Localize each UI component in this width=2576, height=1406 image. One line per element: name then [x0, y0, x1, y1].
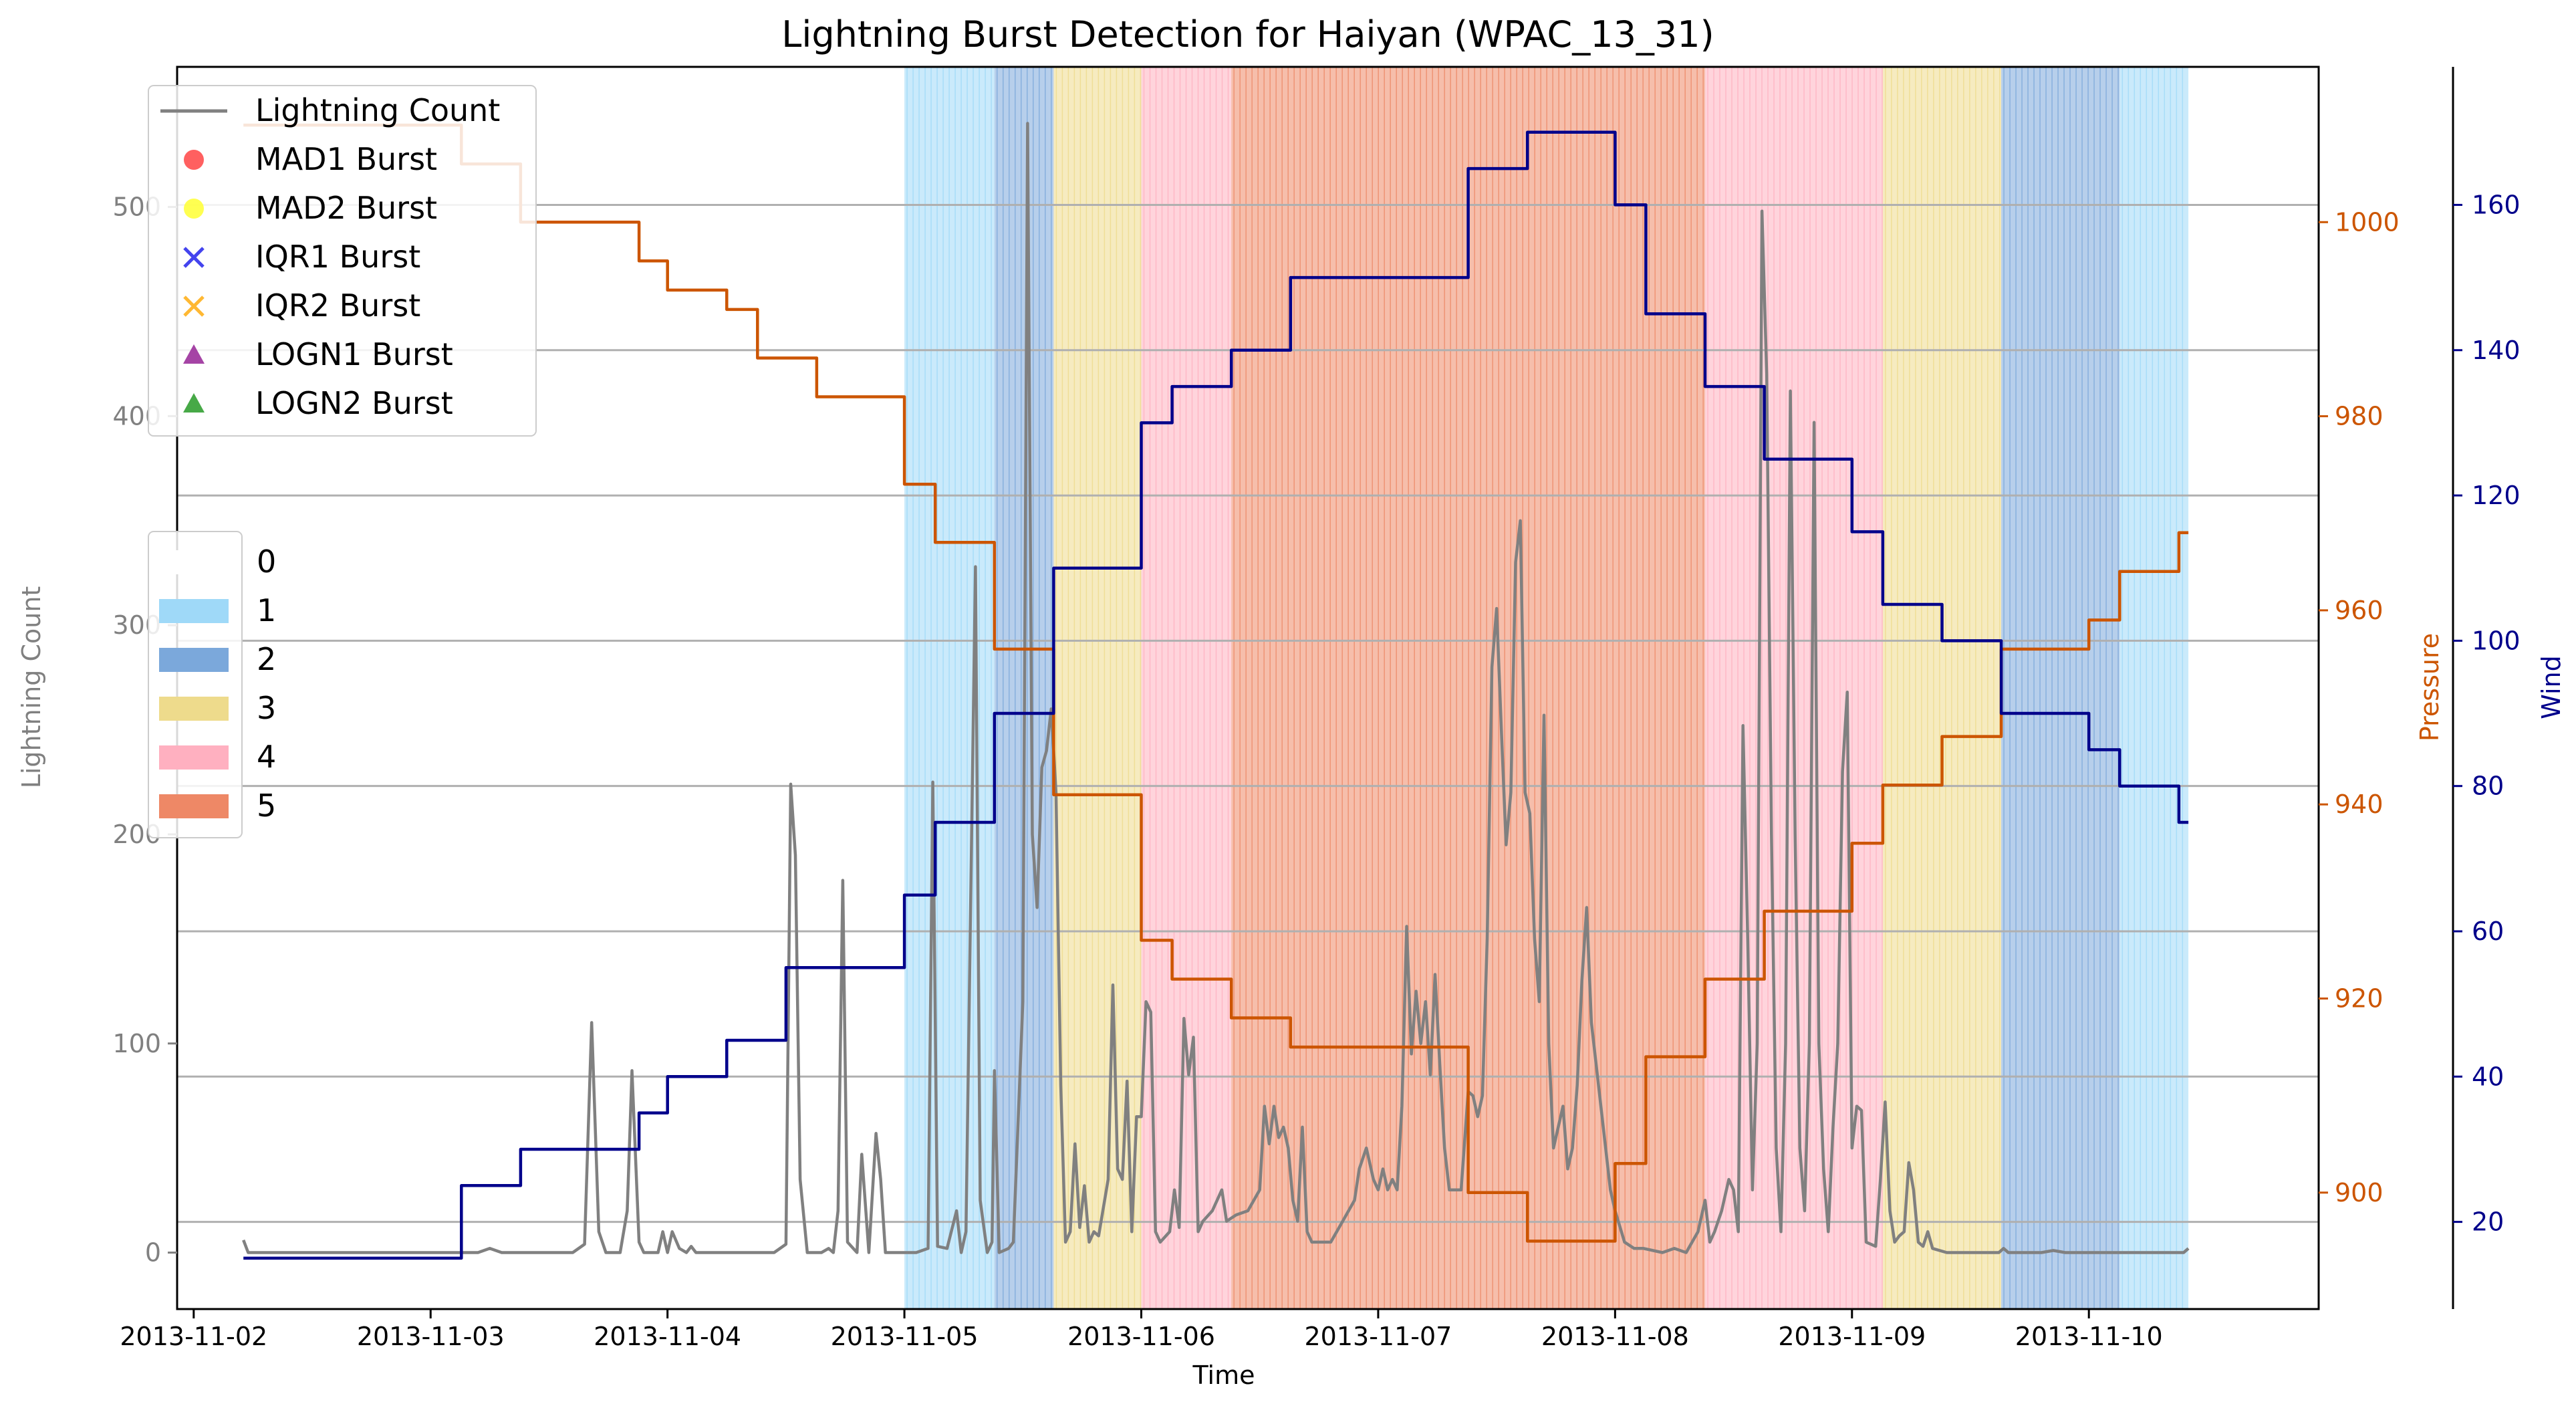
wind-tick-label: 60	[2472, 917, 2504, 946]
legend-category-swatch	[159, 697, 229, 721]
legend-box	[148, 85, 537, 437]
wind-tick-label: 40	[2472, 1062, 2504, 1091]
pressure-tick-label: 900	[2335, 1178, 2384, 1207]
x-tick-label: 2013-11-08	[1541, 1322, 1689, 1351]
category-band-hatch-7	[2003, 67, 2119, 1309]
pressure-line	[243, 123, 2189, 1243]
legend-circle-marker-icon	[184, 199, 204, 219]
pressure-axis-label: Pressure	[2415, 633, 2444, 741]
x-axis-label: Time	[1192, 1361, 1255, 1390]
legend-category-label: 5	[257, 788, 276, 824]
wind-tick-label: 160	[2472, 190, 2521, 219]
wind-line	[243, 130, 2189, 1260]
wind-tick-label: 120	[2472, 481, 2521, 510]
legend-category-swatch	[159, 550, 229, 574]
wind-tick-label: 100	[2472, 626, 2521, 655]
category-bands	[904, 67, 2189, 1309]
x-tick-label: 2013-11-07	[1305, 1322, 1452, 1351]
pressure-tick-label: 980	[2335, 402, 2384, 431]
left-axis-label: Lightning Count	[17, 586, 46, 789]
x-tick-label: 2013-11-05	[831, 1322, 979, 1351]
left-tick-label: 100	[112, 1029, 161, 1058]
plot-series	[242, 122, 2190, 1260]
legend-category-label: 0	[257, 544, 276, 580]
category-band-1	[2119, 67, 2189, 1309]
lightning-count-line	[242, 122, 2190, 1254]
legend-series-label: IQR2 Burst	[255, 287, 420, 324]
pressure-tick-label: 960	[2335, 596, 2384, 625]
category-band-hatch-8	[2121, 67, 2184, 1309]
wind-tick-label: 140	[2472, 336, 2521, 365]
category-legend-box	[148, 531, 243, 838]
pressure-tick-label: 940	[2335, 790, 2384, 819]
legend-category-swatch	[159, 745, 229, 770]
x-tick-label: 2013-11-03	[357, 1322, 505, 1351]
x-tick-label: 2013-11-10	[2015, 1322, 2163, 1351]
wind-axis-label: Wind	[2537, 655, 2566, 719]
category-band-3	[1882, 67, 2002, 1309]
axes: 2013-11-02 2013-11-03 2013-11-04 2013-11-05…	[112, 190, 2520, 1351]
category-legend: 0 1 2 3 4 5	[148, 531, 276, 838]
legend-triangle-marker-icon	[183, 393, 205, 413]
legend-category-label: 1	[257, 592, 276, 628]
legend-x-marker-icon	[183, 296, 205, 317]
legend-category-label: 4	[257, 739, 276, 775]
legend-category-label: 3	[257, 690, 276, 726]
legend-triangle-marker-icon	[183, 344, 205, 364]
x-tick-label: 2013-11-06	[1067, 1322, 1215, 1351]
category-band-hatch-1	[997, 67, 1052, 1309]
category-band-hatch-4	[1233, 67, 1704, 1309]
legend-series-label: LOGN2 Burst	[255, 385, 453, 421]
x-tick-label: 2013-11-09	[1778, 1322, 1926, 1351]
wind-tick-label: 80	[2472, 772, 2504, 801]
legend-circle-marker-icon	[184, 150, 204, 170]
pressure-tick-label: 920	[2335, 984, 2384, 1014]
category-band-hatch-3	[1143, 67, 1229, 1309]
legend-category-swatch	[159, 794, 229, 818]
legend-series-label: MAD1 Burst	[255, 141, 437, 177]
legend-series-label: MAD2 Burst	[255, 190, 437, 226]
legend-category-swatch	[159, 648, 229, 672]
legend-series-label: IQR1 Burst	[255, 239, 420, 275]
legend-series-label: Lightning Count	[255, 92, 500, 128]
wind-tick-label: 20	[2472, 1207, 2504, 1237]
legend-category-label: 2	[257, 641, 276, 677]
x-tick-label: 2013-11-02	[120, 1322, 267, 1351]
chart-title: Lightning Burst Detection for Haiyan (WP…	[781, 13, 1714, 55]
x-tick-label: 2013-11-04	[594, 1322, 741, 1351]
legend-x-marker-icon	[183, 247, 205, 268]
left-tick-label: 0	[145, 1238, 161, 1268]
legend-series-label: LOGN1 Burst	[255, 336, 453, 372]
category-band-2	[2001, 67, 2120, 1309]
pressure-tick-label: 1000	[2335, 207, 2400, 237]
legend-category-swatch	[159, 599, 229, 623]
series-legend: Lightning Count MAD1 Burst MAD2 Burst IQR1 …	[148, 85, 537, 437]
